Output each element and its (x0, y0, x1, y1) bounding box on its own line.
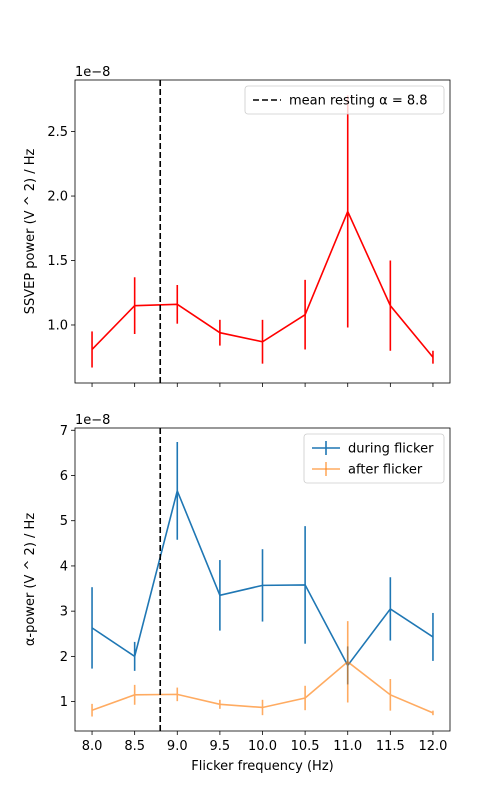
y-axis-label: α-power (V ^ 2) / Hz (23, 513, 38, 646)
x-tick-label: 8.5 (124, 739, 145, 754)
legend: mean resting α = 8.8 (244, 85, 445, 115)
x-tick-label: 9.5 (210, 739, 231, 754)
series-1 (91, 442, 434, 685)
x-tick-label: 12.0 (418, 739, 447, 754)
axes-frame (74, 79, 451, 384)
x-axis-label: Flicker frequency (Hz) (191, 759, 333, 774)
x-tick-label: 11.5 (376, 739, 405, 754)
y-axis-label: SSVEP power (V ^ 2) / Hz (23, 149, 38, 315)
x-tick-label: 11.0 (333, 739, 362, 754)
x-tick-label: 8.0 (82, 739, 103, 754)
series-1 (91, 95, 434, 368)
y-tick-label: 5 (60, 514, 68, 529)
series-2 (91, 621, 434, 717)
axes-frame (74, 427, 451, 732)
y-tick-label: 1 (60, 695, 68, 710)
y-tick-label: 6 (60, 469, 68, 484)
y-tick-label: 2.5 (47, 125, 68, 140)
panel-1: 1.0 1.5 2.0 2.5 1e−8 SSVEP power (V ^ 2) / Hz… (23, 65, 451, 387)
legend-label: during flicker (348, 442, 434, 457)
legend: during flicker after flicker (303, 433, 445, 484)
offset-text: 1e−8 (75, 413, 110, 428)
y-tick-label: 7 (60, 424, 68, 439)
y-tick-label: 4 (60, 559, 68, 574)
y-tick-label: 2 (60, 650, 68, 665)
y-tick-label: 3 (60, 605, 68, 620)
x-tick-label: 9.0 (167, 739, 188, 754)
y-tick-label: 1.5 (47, 254, 68, 269)
legend-label: mean resting α = 8.8 (289, 94, 428, 109)
x-tick-label: 10.5 (291, 739, 320, 754)
legend-box (244, 85, 445, 115)
offset-text: 1e−8 (75, 65, 110, 80)
legend-box (303, 433, 445, 484)
x-tick-label: 10.0 (248, 739, 277, 754)
legend-label: after flicker (348, 463, 423, 478)
y-tick-label: 2.0 (47, 190, 68, 205)
panel-2: 8.0 8.5 9.0 9.5 10.0 10.5 11.0 11.5 12.0 1 2 3 4 5 6 71… (23, 413, 451, 774)
y-tick-label: 1.0 (47, 318, 68, 333)
